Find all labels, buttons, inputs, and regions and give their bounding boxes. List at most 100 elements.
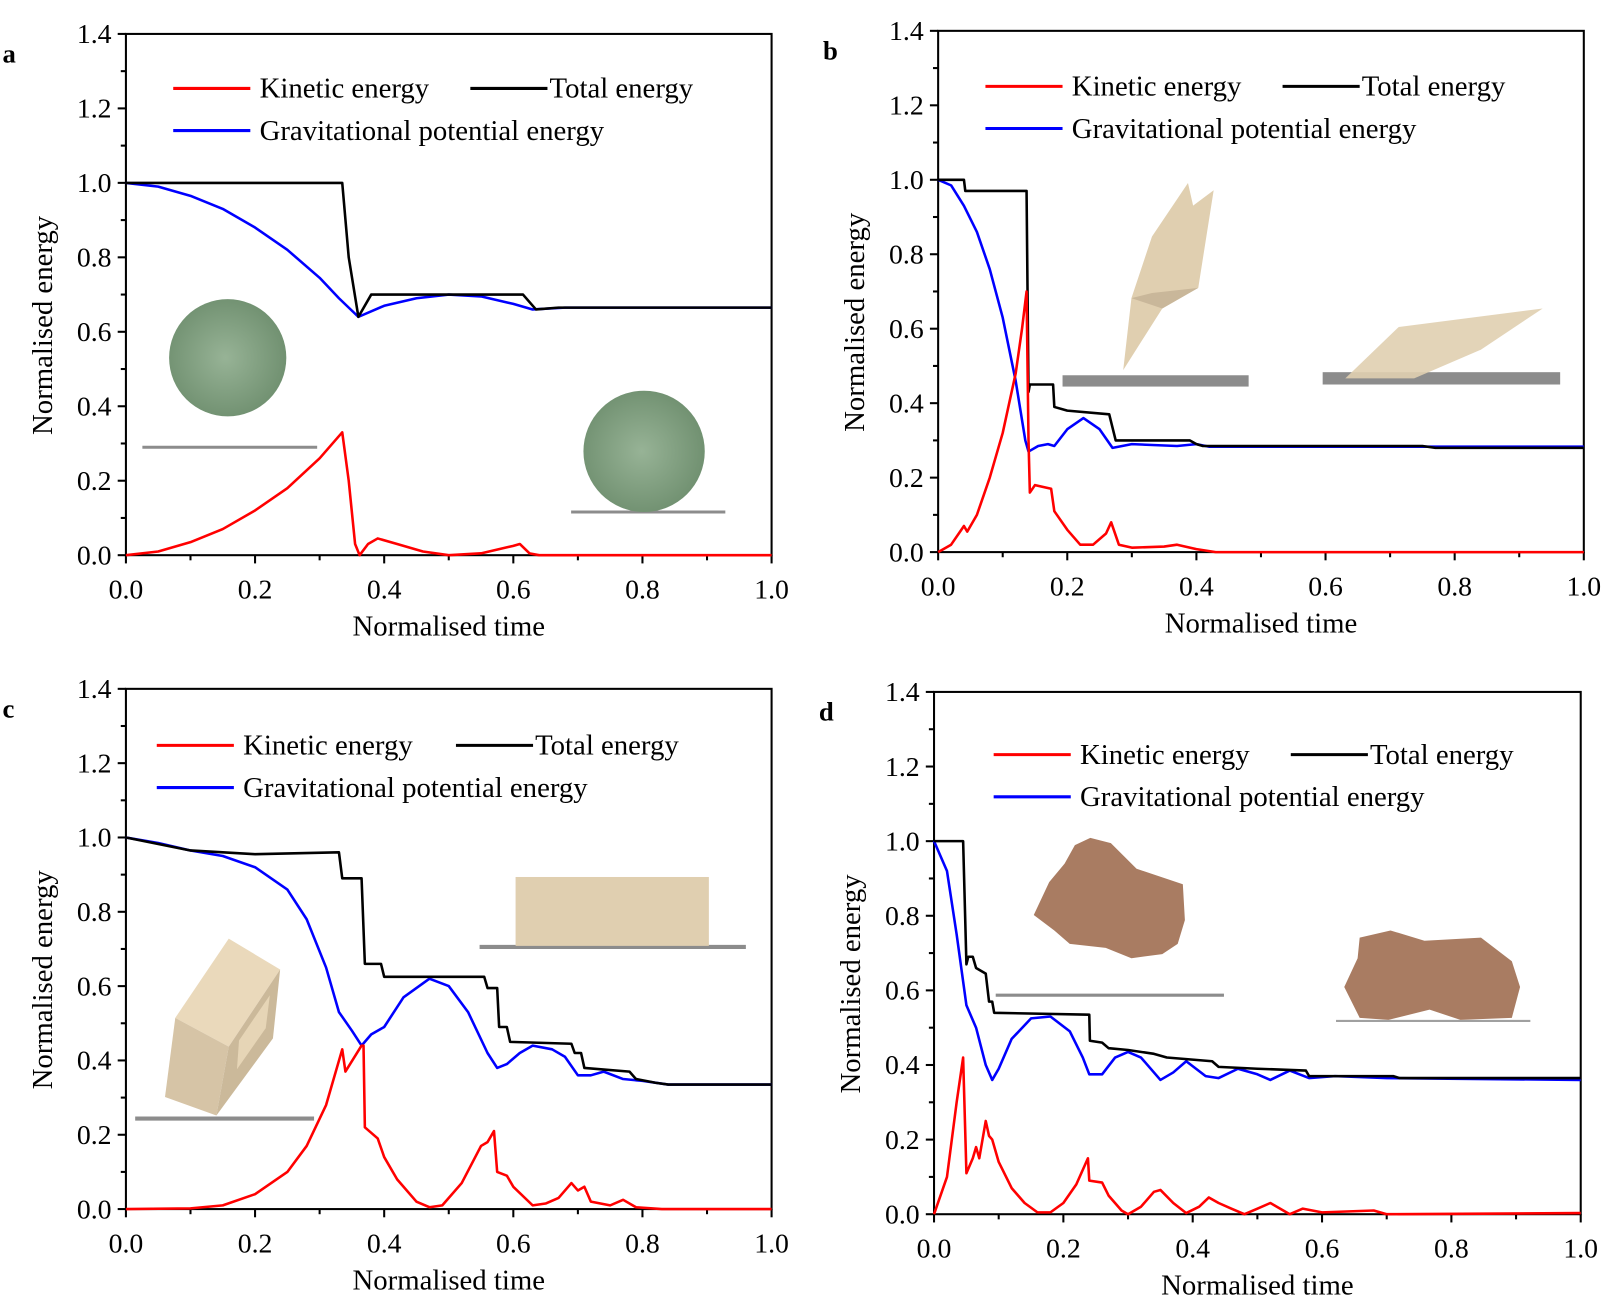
series-line-gravitational-potential-energy xyxy=(932,840,1581,1082)
y-tick-label: 0.6 xyxy=(889,314,924,345)
series-line-total-energy xyxy=(125,836,772,1086)
legend-label: Kinetic energy xyxy=(243,730,413,762)
y-tick-label: 1.4 xyxy=(885,677,920,708)
x-tick-label: 0.8 xyxy=(1437,571,1472,602)
x-tick-label: 1.0 xyxy=(754,574,789,605)
box-side xyxy=(164,1017,229,1116)
rock-falling xyxy=(1033,837,1185,959)
legend-label: Gravitational potential energy xyxy=(1072,113,1417,145)
legend-label: Total energy xyxy=(535,730,679,762)
y-tick-label: 0.8 xyxy=(889,239,924,270)
panel-b: b 0.0 0.2 0.4 0.6 0.8 1.0 0.0 0.2 0.4 0.6 0.8 1.0 1.2… xyxy=(823,16,1601,639)
plot-frame xyxy=(937,29,1585,554)
y-axis-label: Normalised energy xyxy=(27,215,59,435)
wedge-rest xyxy=(1345,308,1543,379)
x-tick-label: 0.0 xyxy=(109,1228,144,1259)
legend: Kinetic energy Total energy Gravitational … xyxy=(156,730,679,804)
series-line-gravitational-potential-energy xyxy=(125,836,772,1086)
x-tick-label: 0.0 xyxy=(921,571,956,602)
block-rest xyxy=(515,876,709,946)
panel-label: d xyxy=(819,697,834,727)
series-line-total-energy xyxy=(125,181,772,319)
panel-a: a 0.0 0.2 0.4 0.6 0.8 1.0 0.0 0.2 0.4 0.6 0.8 1.0 1.2… xyxy=(3,19,789,642)
x-tick-label: 0.6 xyxy=(496,1228,531,1259)
y-tick-label: 1.2 xyxy=(77,748,112,779)
wedge-shade xyxy=(1131,287,1199,309)
legend-label: Gravitational potential energy xyxy=(243,772,588,804)
x-tick-label: 1.0 xyxy=(1566,571,1601,602)
series-line-kinetic-energy xyxy=(125,1044,772,1211)
x-tick-label: 0.0 xyxy=(917,1233,952,1264)
y-tick-label: 0.4 xyxy=(77,1046,112,1077)
y-tick-label: 0.0 xyxy=(77,1194,112,1225)
y-tick-label: 1.0 xyxy=(885,826,920,857)
x-axis-label: Normalised time xyxy=(352,610,545,642)
ground-bar xyxy=(1062,375,1249,387)
y-tick-label: 0.6 xyxy=(77,317,112,348)
x-axis-label: Normalised time xyxy=(1161,1269,1354,1301)
rock-rest xyxy=(1344,930,1521,1020)
sphere-falling xyxy=(169,299,287,417)
y-tick-label: 1.2 xyxy=(77,94,112,125)
x-tick-label: 0.8 xyxy=(625,574,660,605)
y-tick-label: 0.0 xyxy=(889,537,924,568)
legend: Kinetic energy Total energy Gravitational … xyxy=(985,71,1506,145)
legend-label: Total energy xyxy=(550,73,694,105)
x-tick-label: 0.2 xyxy=(1050,571,1085,602)
x-tick-label: 0.8 xyxy=(1434,1233,1469,1264)
x-tick-label: 0.6 xyxy=(1305,1233,1340,1264)
inset-rock xyxy=(995,837,1531,1022)
legend-label: Gravitational potential energy xyxy=(1080,781,1425,813)
x-tick-label: 0.4 xyxy=(1175,1233,1210,1264)
series-line-total-energy xyxy=(938,178,1584,450)
inset-box xyxy=(135,876,746,1121)
series-line-kinetic-energy xyxy=(932,1056,1581,1216)
y-axis-label: Normalised energy xyxy=(839,212,871,432)
y-tick-label: 0.4 xyxy=(889,388,924,419)
y-tick-label: 0.4 xyxy=(77,392,112,423)
x-tick-label: 0.6 xyxy=(496,574,531,605)
series-line-gravitational-potential-energy xyxy=(125,181,772,319)
y-tick-label: 0.8 xyxy=(77,243,112,274)
y-tick-label: 0.8 xyxy=(77,897,112,928)
legend-label: Kinetic energy xyxy=(1072,71,1242,103)
y-tick-label: 1.4 xyxy=(77,674,112,705)
y-tick-label: 1.2 xyxy=(885,752,920,783)
y-tick-label: 0.4 xyxy=(885,1050,920,1081)
legend-label: Total energy xyxy=(1362,71,1506,103)
y-tick-label: 0.6 xyxy=(77,971,112,1002)
x-tick-label: 0.4 xyxy=(367,574,402,605)
x-tick-label: 0.2 xyxy=(238,574,273,605)
y-tick-label: 1.2 xyxy=(889,91,924,122)
legend-label: Kinetic energy xyxy=(260,73,430,105)
series-line-gravitational-potential-energy xyxy=(937,178,1584,453)
series-line-total-energy xyxy=(934,839,1581,1080)
y-tick-label: 0.2 xyxy=(77,1120,112,1151)
x-tick-label: 0.6 xyxy=(1308,571,1343,602)
x-axis-label: Normalised time xyxy=(352,1264,545,1296)
x-tick-label: 1.0 xyxy=(754,1228,789,1259)
y-tick-label: 1.0 xyxy=(77,168,112,199)
y-axis-label: Normalised energy xyxy=(27,870,59,1090)
y-tick-label: 0.0 xyxy=(77,540,112,571)
x-tick-label: 0.2 xyxy=(238,1228,273,1259)
y-tick-label: 0.2 xyxy=(77,466,112,497)
x-tick-label: 0.4 xyxy=(367,1228,402,1259)
wedge-falling xyxy=(1123,183,1214,371)
panel-d: d 0.0 0.2 0.4 0.6 0.8 1.0 0.0 0.2 0.4 0.6 0.8 1.0 1.2… xyxy=(819,677,1598,1301)
x-axis-label: Normalised time xyxy=(1165,607,1358,639)
x-tick-label: 0.2 xyxy=(1046,1233,1081,1264)
series-line-kinetic-energy xyxy=(937,290,1584,554)
legend-label: Kinetic energy xyxy=(1080,739,1250,771)
inset-wedge xyxy=(1062,183,1561,387)
y-tick-label: 1.0 xyxy=(77,823,112,854)
sphere-rest xyxy=(583,390,705,513)
y-axis-label: Normalised energy xyxy=(835,874,867,1094)
inset-sphere xyxy=(142,299,726,514)
y-tick-label: 0.2 xyxy=(885,1125,920,1156)
panel-c: c 0.0 0.2 0.4 0.6 0.8 1.0 0.0 0.2 0.4 0.6 0.8 1.0 1.2… xyxy=(3,674,789,1296)
legend-label: Gravitational potential energy xyxy=(260,115,605,147)
panel-label: a xyxy=(3,39,16,69)
y-tick-label: 0.0 xyxy=(885,1199,920,1230)
